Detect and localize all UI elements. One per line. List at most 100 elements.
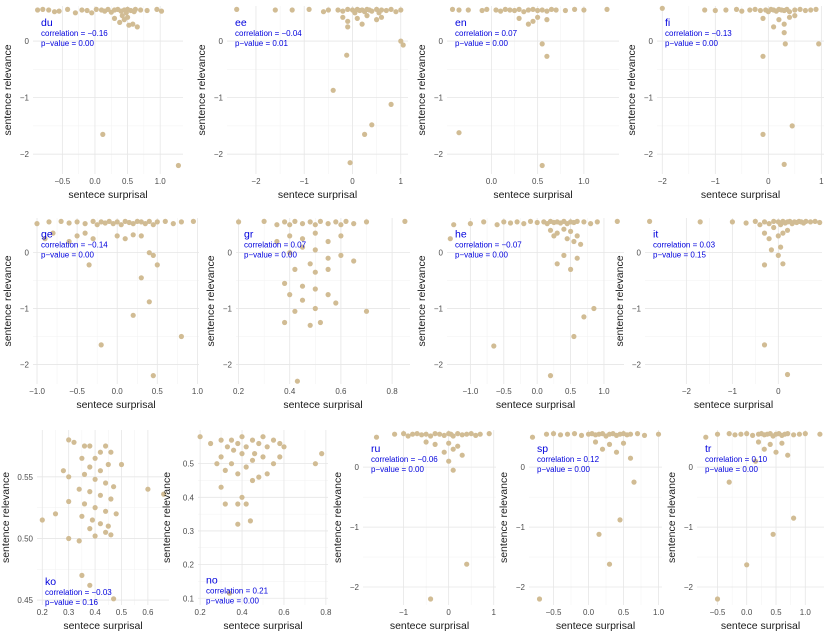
x-axis-title: sentece surprisal [76,399,155,411]
data-point [72,10,78,16]
data-point [596,531,602,537]
data-point [738,431,744,437]
data-point [111,596,117,602]
data-point [222,467,228,473]
x-tick-label: 0.5 [152,387,164,396]
data-point [103,529,109,535]
pvalue-text: p−value = 0.00 [371,465,424,474]
data-point [543,431,550,437]
data-point [218,454,224,460]
data-point [130,232,136,238]
data-point [218,437,224,443]
data-point [744,562,750,568]
data-point [498,8,504,14]
correlation-text: correlation = −0.07 [455,241,522,250]
data-point [535,7,541,14]
data-point [94,222,100,228]
data-point [108,496,114,502]
data-point [464,561,470,567]
x-tick-label: 0.6 [278,608,290,617]
x-tick-label: 1.0 [155,177,167,186]
correlation-text: correlation = 0.07 [244,241,307,250]
data-point [146,218,152,224]
data-point [766,221,772,227]
x-tick-label: −1.0 [29,387,45,396]
x-axis-title: sentece surprisal [283,399,362,411]
data-point [536,596,543,602]
data-point [282,219,288,225]
y-tick-label: −1 [214,94,224,103]
data-point [551,233,557,239]
y-tick-label: 0 [219,37,224,46]
data-point [477,431,483,437]
y-axis-title: sentence relevance [205,255,217,346]
data-point [260,434,266,440]
data-point [383,7,389,14]
data-point [325,292,331,298]
data-point [239,451,245,457]
data-point [345,18,351,24]
data-point [81,501,88,507]
data-point [84,7,90,14]
data-point [581,314,587,320]
data-point [755,439,762,445]
y-axis-title: sentence relevance [416,44,428,135]
correlation-text: correlation = 0.03 [653,241,716,250]
pvalue-text: p−value = 0.00 [244,251,297,260]
data-point [307,322,313,328]
data-point [781,161,787,167]
data-point [56,8,62,14]
y-tick-label: −2 [223,360,233,369]
data-point [138,7,144,13]
x-tick-label: 0.5 [122,177,134,186]
data-point [465,7,471,13]
x-axis-title: sentece surprisal [721,620,800,632]
data-point [82,221,88,227]
data-point [319,451,325,457]
data-point [312,230,318,236]
panel-label: sp [537,443,548,455]
data-point [655,431,662,437]
data-point [130,21,136,27]
data-point [142,221,148,227]
data-point [312,305,318,312]
y-axis-title: sentence relevance [2,255,14,346]
x-tick-label: 0.4 [90,608,102,617]
y-tick-label: −2 [434,150,444,159]
data-point [175,162,181,169]
data-point [574,255,580,261]
data-point [771,24,777,30]
data-point [126,22,132,28]
data-point [98,342,104,348]
data-point [345,6,351,12]
data-point [252,451,258,457]
data-point [441,449,447,455]
data-point [118,461,125,468]
data-point [780,230,786,236]
x-tick-label: 0.5 [770,608,782,617]
data-point [343,218,349,224]
data-point [572,6,578,12]
x-axis-title: sentece surprisal [223,620,302,632]
data-point [527,218,534,224]
data-point [92,455,98,461]
data-point [588,221,594,227]
data-point [274,238,280,245]
data-point [289,7,295,13]
data-point [66,535,72,542]
data-point [726,479,732,485]
y-tick-label: 0 [637,249,642,258]
data-point [138,233,144,239]
data-point [568,266,574,272]
data-point [473,432,479,438]
x-tick-label: −2 [682,387,692,396]
data-point [525,7,532,13]
data-point [111,484,117,490]
y-tick-label: −1 [684,523,694,532]
data-point [392,431,398,437]
data-point [208,440,214,447]
data-point [784,371,791,378]
